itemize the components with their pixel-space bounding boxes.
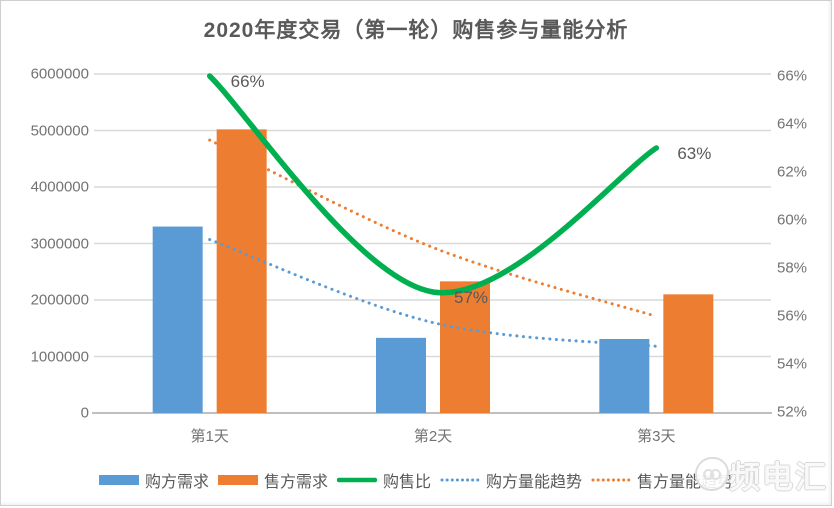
y-axis-tick-label: 3000000 [30, 235, 89, 252]
legend-label: 购售比 [382, 474, 431, 491]
y2-axis-tick-label: 56% [777, 307, 808, 325]
chart-title: 2020年度交易（第一轮）购售参与量能分析 [203, 19, 629, 42]
bar-购方需求-第2天 [376, 337, 426, 413]
legend-item-购方需求: 购方需求 [98, 468, 209, 492]
y2-axis-tick-label: 66% [777, 67, 808, 85]
y2-axis-tick-label: 62% [777, 163, 808, 181]
data-point-label: 63% [677, 144, 712, 163]
legend-item-购售比: 购售比 [336, 468, 431, 492]
legend-label: 售方量能趋势 [637, 474, 734, 491]
y2-axis-tick-label: 60% [777, 211, 808, 229]
bar-购方需求-第1天 [152, 226, 203, 413]
y-axis-tick-label: 6000000 [30, 65, 89, 83]
x-axis-category-label: 第3天 [637, 428, 676, 445]
y-axis-tick-label: 5000000 [30, 122, 89, 139]
legend-swatch-dotted-line-icon [440, 478, 480, 482]
y2-axis-tick-label: 58% [777, 259, 808, 277]
bar-售方需求-第1天 [216, 129, 267, 413]
y2-axis-tick-label: 54% [777, 355, 808, 373]
y2-axis-tick-label: 64% [777, 115, 808, 133]
legend-swatch-line-icon [336, 477, 377, 483]
legend-item-售方量能趋势: 售方量能趋势 [591, 468, 733, 492]
data-point-label: 57% [453, 288, 489, 307]
bar-售方需求-第3天 [663, 294, 714, 413]
legend-swatch-bar-icon [98, 475, 139, 485]
x-axis-category-label: 第1天 [190, 428, 229, 445]
data-point-label: 66% [230, 72, 265, 91]
y-axis-tick-label: 1000000 [30, 348, 89, 365]
y2-axis-tick-label: 52% [777, 403, 808, 421]
legend-label: 售方需求 [263, 474, 328, 491]
legend-swatch-dotted-line-icon [591, 478, 631, 482]
y-axis-tick-label: 4000000 [30, 178, 89, 196]
y-axis-tick-label: 0 [80, 404, 89, 422]
ratio-line-购售比 [206, 73, 660, 296]
y-axis-tick-label: 2000000 [30, 291, 89, 309]
legend-swatch-bar-icon [217, 475, 258, 485]
legend-item-购方量能趋势: 购方量能趋势 [440, 468, 582, 492]
legend-label: 购方需求 [144, 474, 209, 491]
trend-line-购方量能趋势 [208, 238, 658, 348]
legend-item-售方需求: 售方需求 [217, 468, 328, 492]
trend-line-售方量能趋势 [208, 138, 658, 318]
x-axis-category-label: 第2天 [413, 428, 453, 445]
bar-购方需求-第3天 [599, 338, 650, 413]
bar-售方需求-第2天 [440, 281, 490, 413]
legend-label: 购方量能趋势 [486, 474, 583, 491]
legend: 购方需求 售方需求 购售比 购方量能趋势 售方量能趋势 [1, 467, 831, 493]
